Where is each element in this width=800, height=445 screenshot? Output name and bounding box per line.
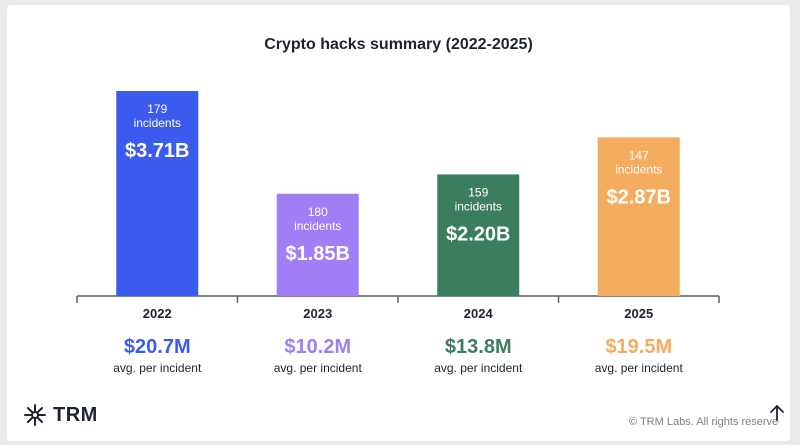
trm-logo: TRM: [23, 403, 98, 427]
chart-title: Crypto hacks summary (2022-2025): [264, 36, 533, 53]
bar: [116, 91, 199, 296]
incident-count: 180: [308, 205, 328, 219]
incident-count: 179: [147, 102, 167, 116]
incident-count: 147: [629, 148, 649, 162]
incident-label: incidents: [294, 219, 341, 233]
x-tick-label: 2025: [624, 306, 653, 321]
avg-caption: avg. per incident: [434, 361, 523, 375]
avg-caption: avg. per incident: [113, 361, 202, 375]
avg-caption: avg. per incident: [595, 361, 684, 375]
logo-text: TRM: [53, 403, 98, 426]
trm-logo-icon: [24, 404, 46, 426]
arrow-up-icon[interactable]: [765, 401, 789, 425]
bar: [597, 137, 680, 296]
copyright-text: © TRM Labs. All rights reserved: [629, 416, 779, 428]
avg-value: $19.5M: [605, 336, 672, 358]
x-tick-label: 2024: [464, 306, 494, 321]
bar-value-label: $1.85B: [286, 243, 351, 265]
incident-label: incidents: [615, 162, 662, 176]
avg-value: $20.7M: [124, 336, 191, 358]
incident-count: 159: [468, 185, 488, 199]
avg-value: $10.2M: [284, 336, 351, 358]
avg-value: $13.8M: [445, 336, 512, 358]
bar-value-label: $2.20B: [446, 223, 511, 245]
bar-value-label: $2.87B: [607, 186, 672, 208]
bar-value-label: $3.71B: [125, 140, 190, 162]
incident-label: incidents: [455, 199, 502, 213]
chart-card: Crypto hacks summary (2022-2025) 179 inci…: [7, 5, 790, 441]
incident-label: incidents: [134, 116, 181, 130]
x-tick-label: 2022: [143, 306, 172, 321]
bar: [437, 174, 520, 296]
x-tick-label: 2023: [303, 306, 332, 321]
bar: [276, 193, 359, 296]
avg-caption: avg. per incident: [274, 361, 363, 375]
